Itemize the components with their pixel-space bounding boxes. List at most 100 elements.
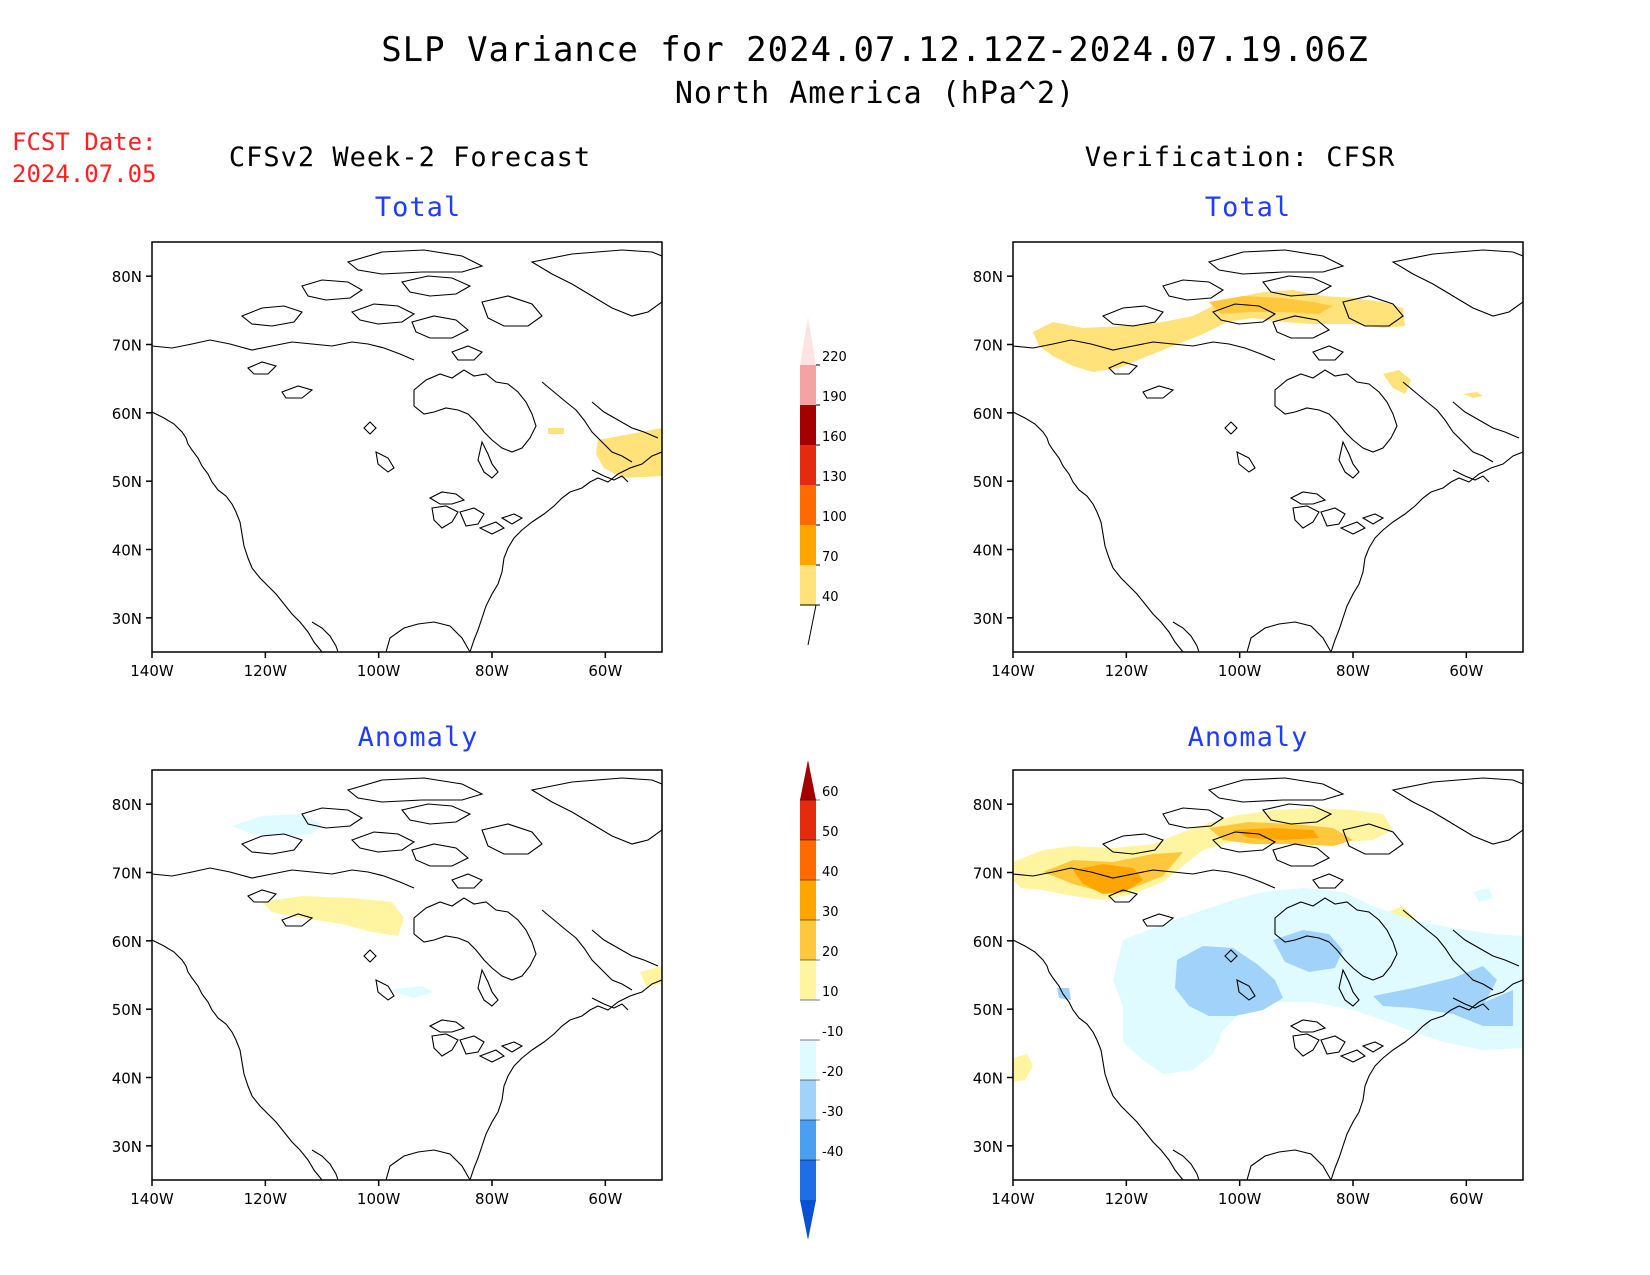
lat-tick-label: 40N — [112, 542, 142, 560]
colorbar-total-label: 190 — [822, 390, 847, 405]
lon-tick-label: 60W — [1449, 1190, 1483, 1208]
colorbar-total-segment — [800, 485, 816, 525]
lat-tick-label: 70N — [112, 865, 142, 883]
lon-tick-label: 140W — [991, 1190, 1035, 1208]
lon-tick-label: 100W — [357, 1190, 401, 1208]
lon-tick-label: 80W — [1336, 662, 1370, 680]
panel-frame — [1012, 241, 1524, 653]
colorbar-anomaly-segment — [800, 1040, 816, 1080]
panel-frame — [1012, 769, 1524, 1181]
colorbar-total-label: 100 — [822, 510, 847, 525]
colorbar-anomaly-segment — [800, 1120, 816, 1160]
chart-subtitle: North America (hPa^2) — [674, 76, 1076, 111]
lon-tick-label: 120W — [244, 662, 288, 680]
lat-tick-label: 50N — [112, 1001, 142, 1019]
lat-tick-label: 60N — [112, 405, 142, 423]
panel-verification-total — [1012, 249, 1524, 653]
lat-tick-label: 80N — [112, 268, 142, 286]
chart-title: SLP Variance for 2024.07.12.12Z-2024.07.… — [381, 30, 1369, 70]
colorbar-total-segment — [800, 365, 816, 405]
lon-tick-label: 100W — [1218, 662, 1262, 680]
colorbar-anomaly-label: -10 — [822, 1025, 843, 1040]
axis-labels: 80N 70N 60N 50N 40N 30N 140W 120W 100W 80W 60W 80N 7… — [112, 268, 1484, 1208]
colorbar-total-label: 70 — [822, 550, 839, 565]
colorbar-anomaly-label: 50 — [822, 825, 839, 840]
lon-tick-label: 120W — [1105, 662, 1149, 680]
colorbar-total-tail — [800, 604, 817, 646]
colorbar-anomaly-segment — [800, 920, 816, 960]
lat-tick-label: 30N — [112, 610, 142, 628]
colorbar-anomaly-segment — [800, 1160, 816, 1200]
forecast-total-title: Total — [374, 192, 462, 223]
lon-tick-label: 80W — [475, 662, 509, 680]
lat-tick-label: 60N — [973, 933, 1003, 951]
panel-verification-anomaly — [1012, 777, 1524, 1181]
lat-tick-label: 50N — [973, 1001, 1003, 1019]
panel-frame — [151, 241, 663, 653]
lon-tick-label: 80W — [475, 1190, 509, 1208]
lat-tick-label: 80N — [973, 268, 1003, 286]
colorbar-anomaly-segment — [800, 760, 816, 800]
lat-tick-label: 30N — [973, 1138, 1003, 1156]
colorbar-total: 40 70 100 130 160 190 220 — [800, 317, 847, 646]
lat-tick-label: 30N — [112, 1138, 142, 1156]
panel-frame — [151, 769, 663, 1181]
colorbar-anomaly-segment — [800, 1080, 816, 1120]
colorbar-anomaly-segment — [800, 1200, 816, 1240]
colorbar-anomaly-label: 30 — [822, 905, 839, 920]
lat-tick-label: 60N — [973, 405, 1003, 423]
colorbar-total-segment — [800, 405, 816, 445]
lat-tick-label: 40N — [973, 542, 1003, 560]
colorbar-total-label: 220 — [822, 350, 847, 365]
colorbar-total-segment — [800, 317, 816, 365]
colorbar-anomaly-label: -30 — [822, 1105, 843, 1120]
lat-tick-label: 50N — [973, 473, 1003, 491]
lon-tick-label: 100W — [1218, 1190, 1262, 1208]
colorbar-anomaly-segment — [800, 960, 816, 1000]
lat-tick-label: 40N — [973, 1070, 1003, 1088]
colorbar-anomaly-segment — [800, 840, 816, 880]
lat-tick-label: 70N — [112, 337, 142, 355]
verification-column-title: Verification: CFSR — [1084, 142, 1396, 173]
colorbar-anomaly-label: 40 — [822, 865, 839, 880]
lon-tick-label: 80W — [1336, 1190, 1370, 1208]
colorbar-anomaly-segment — [800, 880, 816, 920]
colorbar-anomaly-label: 60 — [822, 785, 839, 800]
colorbar-anomaly: 60 50 40 30 20 10 -10 -20 -30 -40 — [800, 760, 843, 1240]
lon-tick-label: 140W — [130, 662, 174, 680]
colorbar-total-segment — [800, 565, 816, 605]
panel-frames — [146, 241, 1524, 1186]
lon-tick-label: 120W — [1105, 1190, 1149, 1208]
forecast-column-title: CFSv2 Week-2 Forecast — [228, 142, 592, 173]
lat-tick-label: 30N — [973, 610, 1003, 628]
lat-tick-label: 50N — [112, 473, 142, 491]
colorbar-anomaly-label: -40 — [822, 1145, 843, 1160]
lon-tick-label: 140W — [130, 1190, 174, 1208]
lat-tick-label: 70N — [973, 337, 1003, 355]
colorbar-total-label: 160 — [822, 430, 847, 445]
lon-tick-label: 60W — [588, 1190, 622, 1208]
colorbar-anomaly-label: 10 — [822, 985, 839, 1000]
colorbar-anomaly-segment — [800, 1000, 816, 1040]
forecast-anomaly-title: Anomaly — [357, 722, 479, 753]
panel-forecast-total — [151, 249, 663, 653]
panel-forecast-anomaly — [151, 777, 663, 1181]
lon-tick-label: 120W — [244, 1190, 288, 1208]
colorbar-total-label: 40 — [822, 590, 839, 605]
colorbar-anomaly-label: 20 — [822, 945, 839, 960]
lat-tick-label: 60N — [112, 933, 142, 951]
lon-tick-label: 140W — [991, 662, 1035, 680]
colorbar-total-segment — [800, 445, 816, 485]
colorbar-total-label: 130 — [822, 470, 847, 485]
lon-tick-label: 60W — [588, 662, 622, 680]
colorbar-total-segment — [800, 525, 816, 565]
lat-tick-label: 70N — [973, 865, 1003, 883]
lat-tick-label: 80N — [973, 796, 1003, 814]
colorbar-anomaly-segment — [800, 800, 816, 840]
lat-tick-label: 40N — [112, 1070, 142, 1088]
verification-total-title: Total — [1204, 192, 1292, 223]
lon-tick-label: 100W — [357, 662, 401, 680]
colorbar-anomaly-label: -20 — [822, 1065, 843, 1080]
lon-tick-label: 60W — [1449, 662, 1483, 680]
